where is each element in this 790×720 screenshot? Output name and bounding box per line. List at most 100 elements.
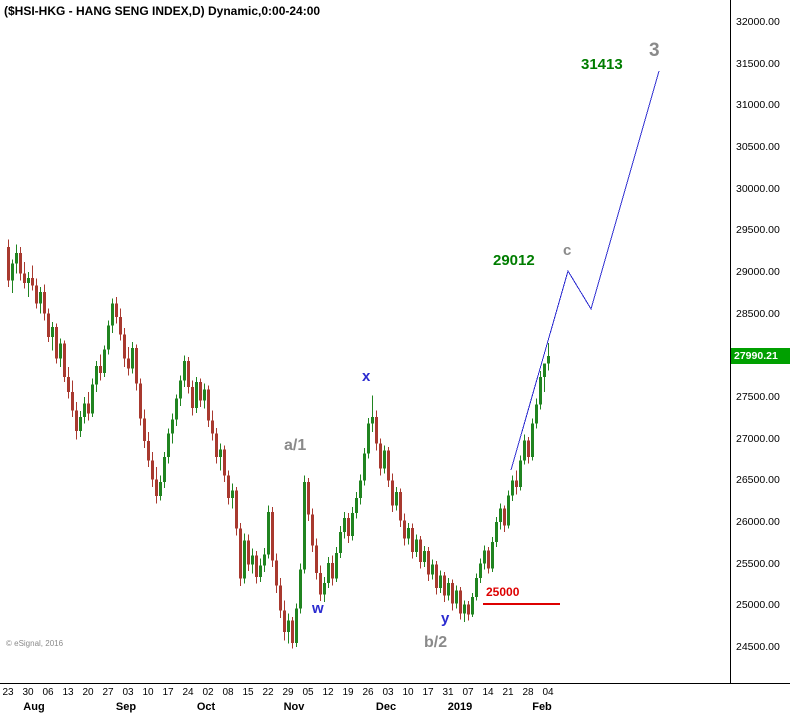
candle <box>39 292 42 304</box>
candle <box>59 343 62 359</box>
y-axis-label: 29000.00 <box>736 266 780 278</box>
candle <box>203 389 206 401</box>
candle <box>235 490 238 529</box>
y-axis-label: 31500.00 <box>736 57 780 70</box>
candle <box>167 433 170 457</box>
x-axis-week-label: 17 <box>422 687 434 698</box>
candle <box>479 563 482 578</box>
candle <box>399 492 402 521</box>
x-axis-week-label: 24 <box>182 687 194 698</box>
candle <box>227 475 230 498</box>
candle <box>523 440 526 461</box>
x-axis-week-label: 29 <box>282 687 294 698</box>
candle <box>279 585 282 611</box>
candle <box>383 450 386 469</box>
candle <box>435 564 438 588</box>
candle <box>239 528 242 579</box>
x-axis-week-label: 31 <box>442 687 454 698</box>
candle <box>135 347 138 384</box>
candle <box>527 440 530 457</box>
x-axis-month-label: Sep <box>115 701 137 713</box>
candle <box>371 417 374 424</box>
candle <box>175 398 178 420</box>
candle <box>87 403 90 414</box>
candle <box>27 277 30 283</box>
candle <box>443 575 446 596</box>
candle <box>547 356 550 364</box>
candle <box>319 572 322 595</box>
x-axis-week-label: 22 <box>262 687 274 698</box>
y-axis-label: 26000.00 <box>736 516 780 528</box>
candle <box>375 417 378 444</box>
y-axis-label: 29500.00 <box>736 224 780 237</box>
candle <box>11 263 14 281</box>
candle <box>83 403 86 417</box>
candle <box>147 441 150 461</box>
current-price-box: 27990.21 <box>731 348 790 365</box>
chart-surface[interactable] <box>0 0 730 683</box>
candle <box>535 404 538 424</box>
candle <box>487 550 490 569</box>
candle <box>223 449 226 476</box>
candle <box>139 383 142 419</box>
candle <box>447 582 450 596</box>
projection-line <box>510 70 660 471</box>
y-axis-label: 26500.00 <box>736 474 780 487</box>
candle <box>99 366 102 373</box>
candle <box>483 550 486 564</box>
candle <box>159 482 162 497</box>
candle <box>79 417 82 432</box>
candle <box>207 389 210 421</box>
x-axis-week-label: 06 <box>42 687 54 698</box>
x-axis-week-label: 04 <box>542 687 554 698</box>
x-axis-month-label: Nov <box>283 701 305 713</box>
candle <box>495 522 498 542</box>
candle <box>191 387 194 408</box>
candle <box>491 542 494 569</box>
y-axis-label: 27500.00 <box>736 391 780 403</box>
candle <box>111 303 114 326</box>
y-axis-label: 31000.00 <box>736 99 780 112</box>
x-axis-week-label: 23 <box>2 687 14 698</box>
x-axis-week-label: 19 <box>342 687 354 698</box>
x-axis-week-label: 03 <box>122 687 134 698</box>
candle <box>427 551 430 575</box>
x-axis-month-label: Aug <box>23 701 45 713</box>
candle <box>215 433 218 457</box>
candle <box>431 564 434 575</box>
x-axis-week-label: 02 <box>202 687 214 698</box>
candle <box>307 482 310 515</box>
candle <box>351 512 354 537</box>
candle <box>299 569 302 609</box>
chart-title: ($HSI-HKG - HANG SENG INDEX,D) Dynamic,0… <box>4 4 321 18</box>
candle <box>255 555 258 577</box>
candle <box>179 380 182 399</box>
x-axis-week-label: 28 <box>522 687 534 698</box>
x-axis-week-label: 26 <box>362 687 374 698</box>
candle <box>155 479 158 497</box>
x-axis-month-label: Dec <box>375 701 397 713</box>
candle <box>327 562 330 583</box>
candle <box>243 540 246 579</box>
x-axis-week-label: 13 <box>62 687 74 698</box>
candle <box>403 520 406 539</box>
candle <box>363 453 366 481</box>
candle <box>379 443 382 469</box>
candle <box>499 508 502 522</box>
candle <box>31 277 34 286</box>
x-axis-week-label: 03 <box>382 687 394 698</box>
candle <box>183 361 186 381</box>
candle <box>91 384 94 414</box>
x-axis-week-label: 10 <box>142 687 154 698</box>
candle <box>7 247 10 281</box>
candle <box>411 527 414 552</box>
candle <box>287 620 290 632</box>
candle <box>247 540 250 565</box>
candle <box>143 418 146 442</box>
y-axis-label: 30000.00 <box>736 182 780 195</box>
candle <box>103 349 106 373</box>
candle <box>115 303 118 317</box>
x-axis-month-label: Oct <box>196 701 216 713</box>
candle <box>47 313 50 337</box>
candle <box>259 565 262 577</box>
